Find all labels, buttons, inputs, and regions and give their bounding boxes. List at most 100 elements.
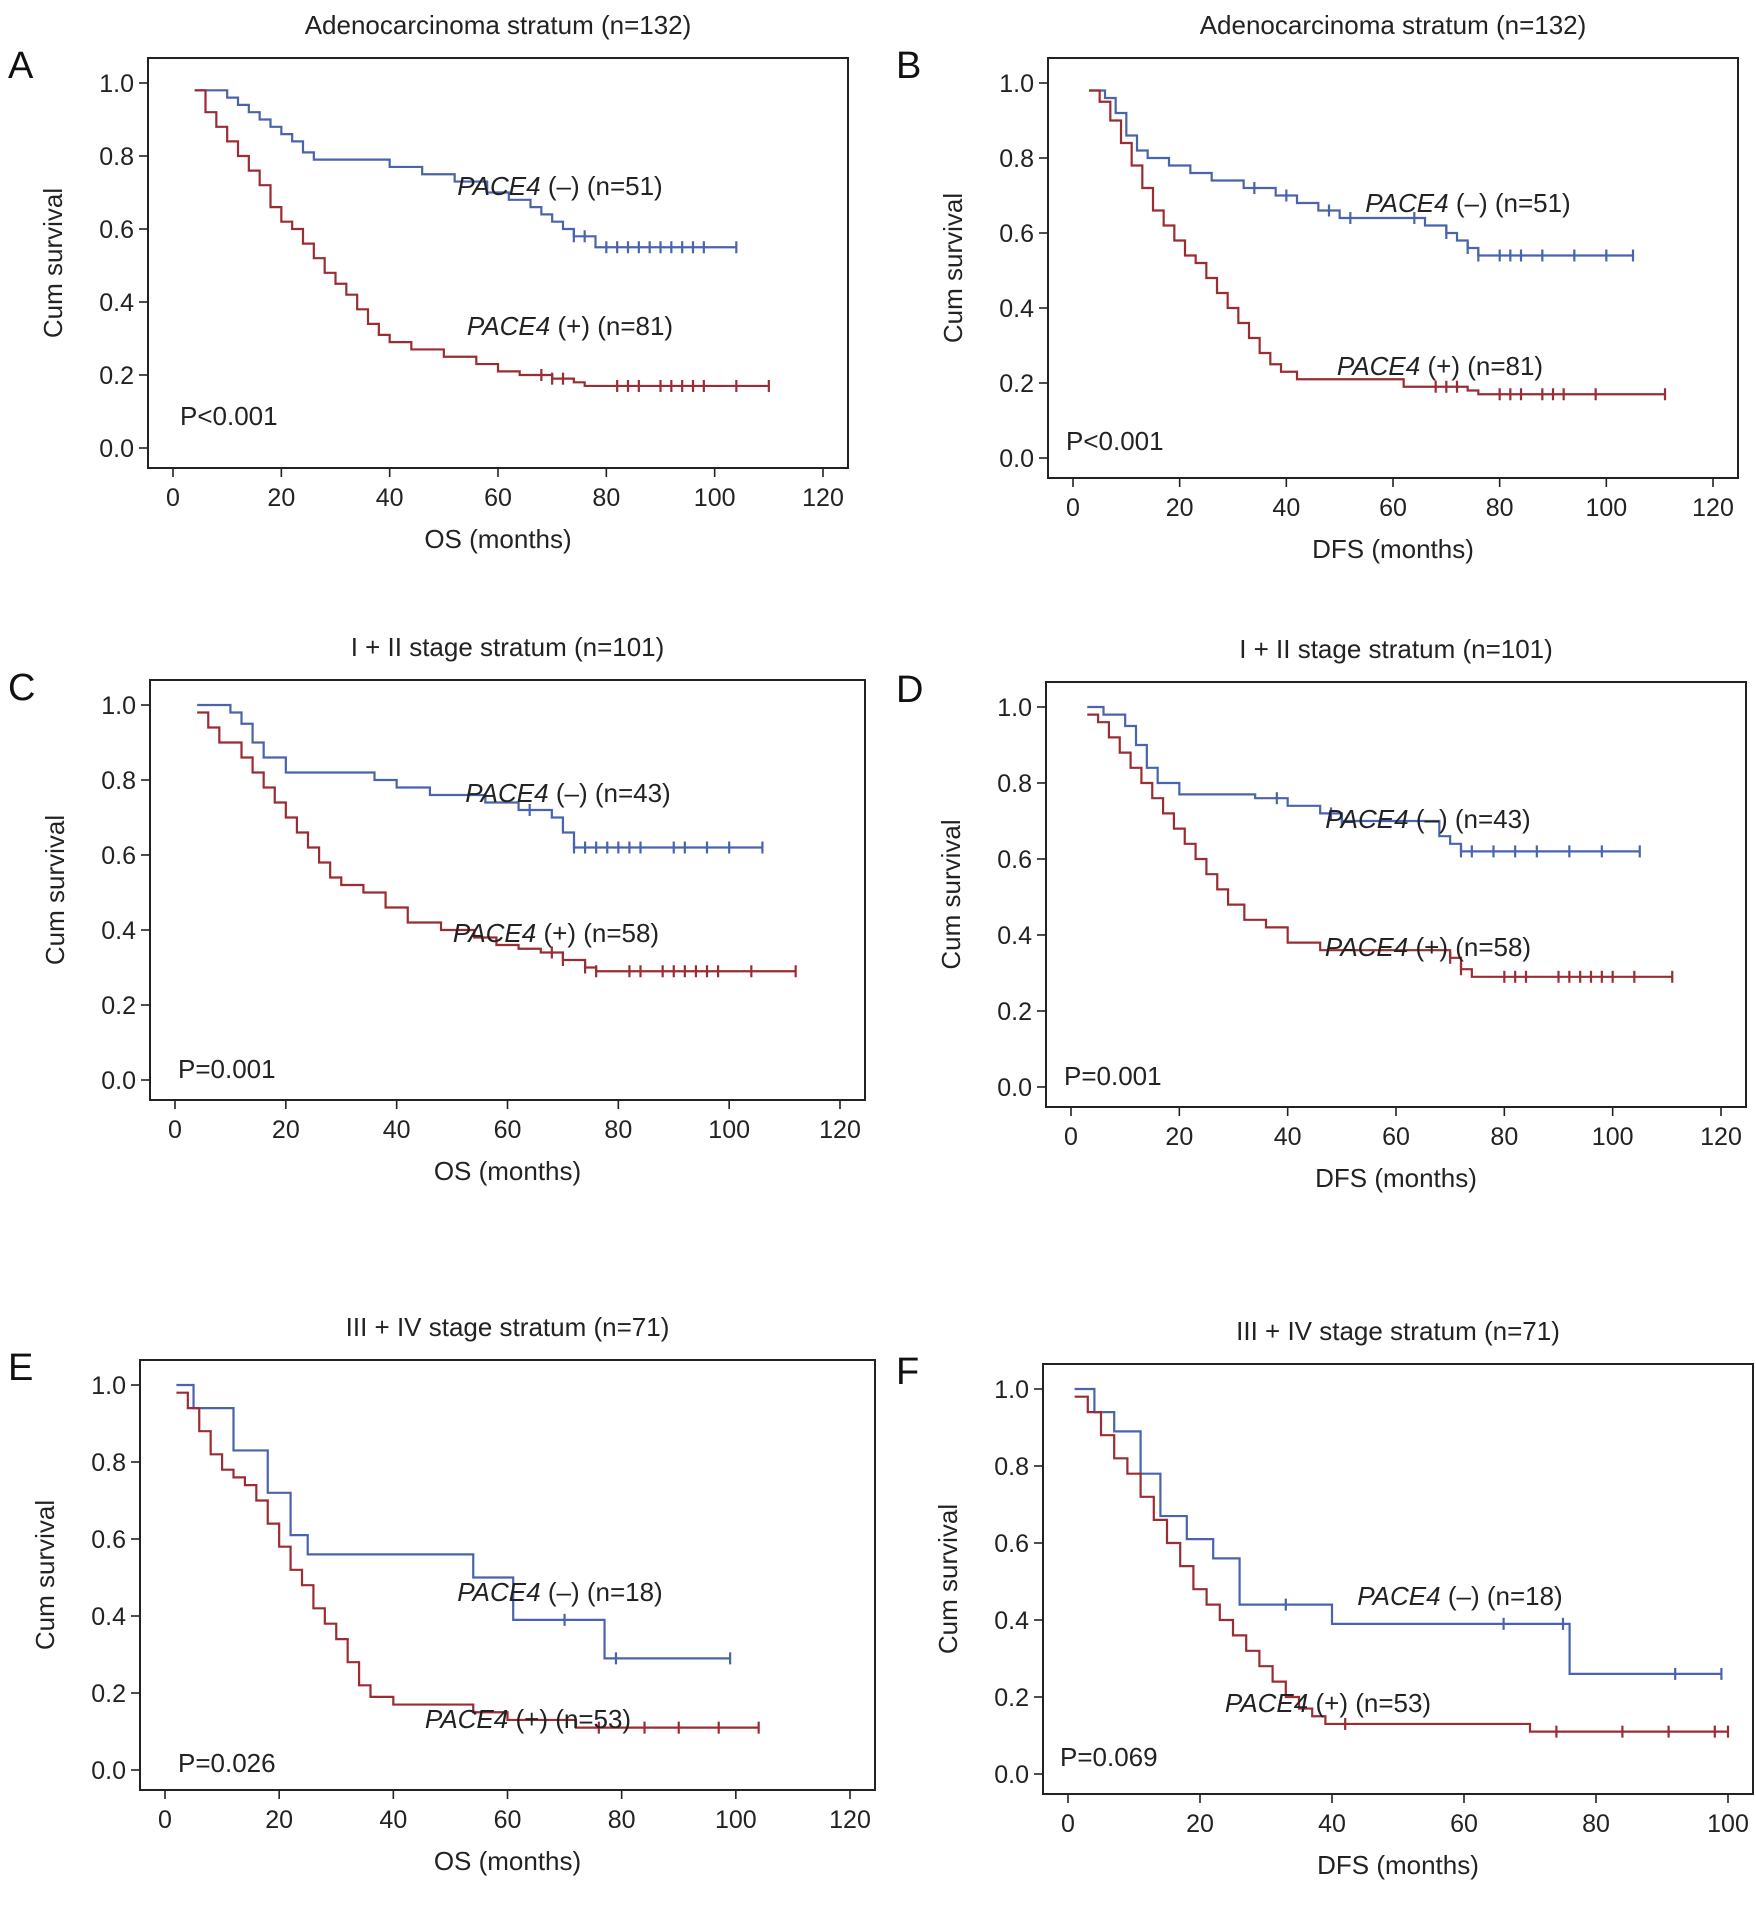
x-tick-label: 100 — [708, 1116, 750, 1144]
panel-title: Adenocarcinoma stratum (n=132) — [1200, 10, 1587, 40]
panel-letter: E — [8, 1347, 33, 1389]
plot-frame — [1047, 57, 1739, 479]
y-axis-label: Cum survival — [933, 1504, 963, 1654]
y-tick-label: 1.0 — [91, 1372, 126, 1400]
survival-curve-pace4-positive — [176, 1391, 759, 1729]
y-tick-label: 0.0 — [997, 1074, 1032, 1102]
y-tick-label: 0.4 — [91, 1603, 126, 1631]
km-panel-c: C I + II stage stratum (n=101) 0.0 0.2 0.4 0.… — [0, 632, 868, 1230]
x-tick-label: 0 — [166, 484, 180, 512]
panel-letter: F — [896, 1351, 919, 1393]
x-tick-label: 40 — [1272, 494, 1300, 522]
y-tick-label: 0.8 — [999, 145, 1034, 173]
x-tick-label: 60 — [494, 1806, 522, 1834]
x-axis-label: DFS (months) — [1315, 1163, 1477, 1193]
x-tick-label: 120 — [819, 1116, 861, 1144]
panel-letter: B — [896, 45, 921, 87]
survival-curve-pace4-negative — [197, 703, 763, 849]
x-tick-label: 80 — [1490, 1123, 1518, 1151]
y-tick-label: 1.0 — [101, 692, 136, 720]
survival-curve-pace4-positive — [1089, 89, 1665, 396]
p-value: P=0.069 — [1060, 1742, 1158, 1772]
y-tick-label: 0.0 — [99, 435, 134, 463]
x-tick-label: 40 — [383, 1116, 411, 1144]
x-tick-label: 60 — [494, 1116, 522, 1144]
p-value: P=0.026 — [178, 1748, 276, 1778]
x-tick-label: 100 — [1585, 494, 1627, 522]
y-tick-label: 0.2 — [994, 1684, 1029, 1712]
km-panel-b: B Adenocarcinoma stratum (n=132) 0.0 0.2 0.4… — [888, 0, 1756, 570]
km-plot-svg: D I + II stage stratum (n=101) 0.0 0.2 0.4 0.… — [896, 634, 1747, 1193]
x-tick-label: 60 — [1379, 494, 1407, 522]
survival-curve-pace4-positive — [1087, 713, 1673, 978]
y-tick-label: 0.6 — [91, 1526, 126, 1554]
panel-title: III + IV stage stratum (n=71) — [346, 1312, 670, 1342]
x-tick-label: 80 — [592, 484, 620, 512]
x-tick-label: 20 — [1165, 1123, 1193, 1151]
x-axis-label: DFS (months) — [1317, 1850, 1479, 1880]
km-plot-svg: B Adenocarcinoma stratum (n=132) 0.0 0.2 0.4… — [896, 10, 1739, 564]
x-tick-label: 20 — [272, 1116, 300, 1144]
curve-label-positive: PACE4 (+) (n=58) — [453, 918, 659, 948]
p-value: P<0.001 — [1066, 426, 1164, 456]
x-tick-label: 80 — [608, 1806, 636, 1834]
y-tick-label: 0.8 — [994, 1453, 1029, 1481]
x-tick-label: 120 — [829, 1806, 871, 1834]
km-plot-svg: A Adenocarcinoma stratum (n=132) 0.0 0.2 0.4… — [8, 10, 849, 554]
curve-label-positive: PACE4 (+) (n=58) — [1325, 932, 1531, 962]
km-panel-e: E III + IV stage stratum (n=71) 0.0 0.2 0.4 0… — [0, 1312, 876, 1920]
panel-title: I + II stage stratum (n=101) — [351, 632, 665, 662]
y-tick-label: 0.4 — [99, 289, 134, 317]
y-tick-label: 0.0 — [101, 1067, 136, 1095]
curve-label-positive: PACE4 (+) (n=53) — [425, 1704, 631, 1734]
x-tick-label: 60 — [1382, 1123, 1410, 1151]
km-plot-svg: E III + IV stage stratum (n=71) 0.0 0.2 0.4 0… — [8, 1312, 876, 1876]
panel-title: III + IV stage stratum (n=71) — [1236, 1316, 1560, 1346]
y-axis-label: Cum survival — [40, 815, 70, 965]
y-tick-label: 0.8 — [91, 1449, 126, 1477]
x-tick-label: 40 — [1274, 1123, 1302, 1151]
survival-curve-pace4-negative — [176, 1383, 731, 1660]
curve-label-negative: PACE4 (–) (n=18) — [457, 1577, 662, 1607]
km-panel-d: D I + II stage stratum (n=101) 0.0 0.2 0.4 0.… — [888, 634, 1756, 1230]
x-tick-label: 80 — [604, 1116, 632, 1144]
y-tick-label: 0.8 — [101, 767, 136, 795]
curve-label-negative: PACE4 (–) (n=51) — [457, 171, 662, 201]
x-tick-label: 40 — [376, 484, 404, 512]
survival-curve-pace4-negative — [194, 89, 737, 249]
x-tick-label: 0 — [1066, 494, 1080, 522]
survival-curve-pace4-negative — [1089, 89, 1633, 257]
x-tick-label: 100 — [694, 484, 736, 512]
x-tick-label: 20 — [1186, 1810, 1214, 1838]
y-tick-label: 0.0 — [999, 445, 1034, 473]
y-axis-label: Cum survival — [938, 193, 968, 343]
curve-label-positive: PACE4 (+) (n=81) — [467, 311, 673, 341]
x-tick-label: 20 — [267, 484, 295, 512]
x-axis-label: OS (months) — [424, 524, 571, 554]
x-axis-label: OS (months) — [434, 1156, 581, 1186]
p-value: P=0.001 — [178, 1054, 276, 1084]
panel-letter: A — [8, 45, 34, 87]
survival-curve-pace4-positive — [197, 711, 796, 973]
x-tick-label: 0 — [158, 1806, 172, 1834]
p-value: P<0.001 — [180, 401, 278, 431]
panel-letter: D — [896, 669, 923, 711]
y-tick-label: 0.6 — [999, 220, 1034, 248]
y-tick-label: 0.6 — [101, 842, 136, 870]
x-tick-label: 100 — [1592, 1123, 1634, 1151]
y-tick-label: 0.0 — [994, 1761, 1029, 1789]
km-panel-a: A Adenocarcinoma stratum (n=132) 0.0 0.2 0.4… — [0, 0, 868, 570]
y-tick-label: 0.4 — [101, 917, 136, 945]
x-tick-label: 100 — [1707, 1810, 1749, 1838]
x-tick-label: 0 — [168, 1116, 182, 1144]
survival-curve-pace4-positive — [1074, 1395, 1728, 1733]
x-tick-label: 80 — [1582, 1810, 1610, 1838]
survival-curve-pace4-negative — [1074, 1387, 1722, 1675]
km-plot-svg: C I + II stage stratum (n=101) 0.0 0.2 0.4 0.… — [8, 632, 866, 1186]
x-tick-label: 120 — [1692, 494, 1734, 522]
y-tick-label: 0.2 — [99, 362, 134, 390]
y-axis-label: Cum survival — [38, 188, 68, 338]
y-tick-label: 1.0 — [999, 70, 1034, 98]
curve-label-negative: PACE4 (–) (n=43) — [465, 778, 670, 808]
x-tick-label: 120 — [802, 484, 844, 512]
